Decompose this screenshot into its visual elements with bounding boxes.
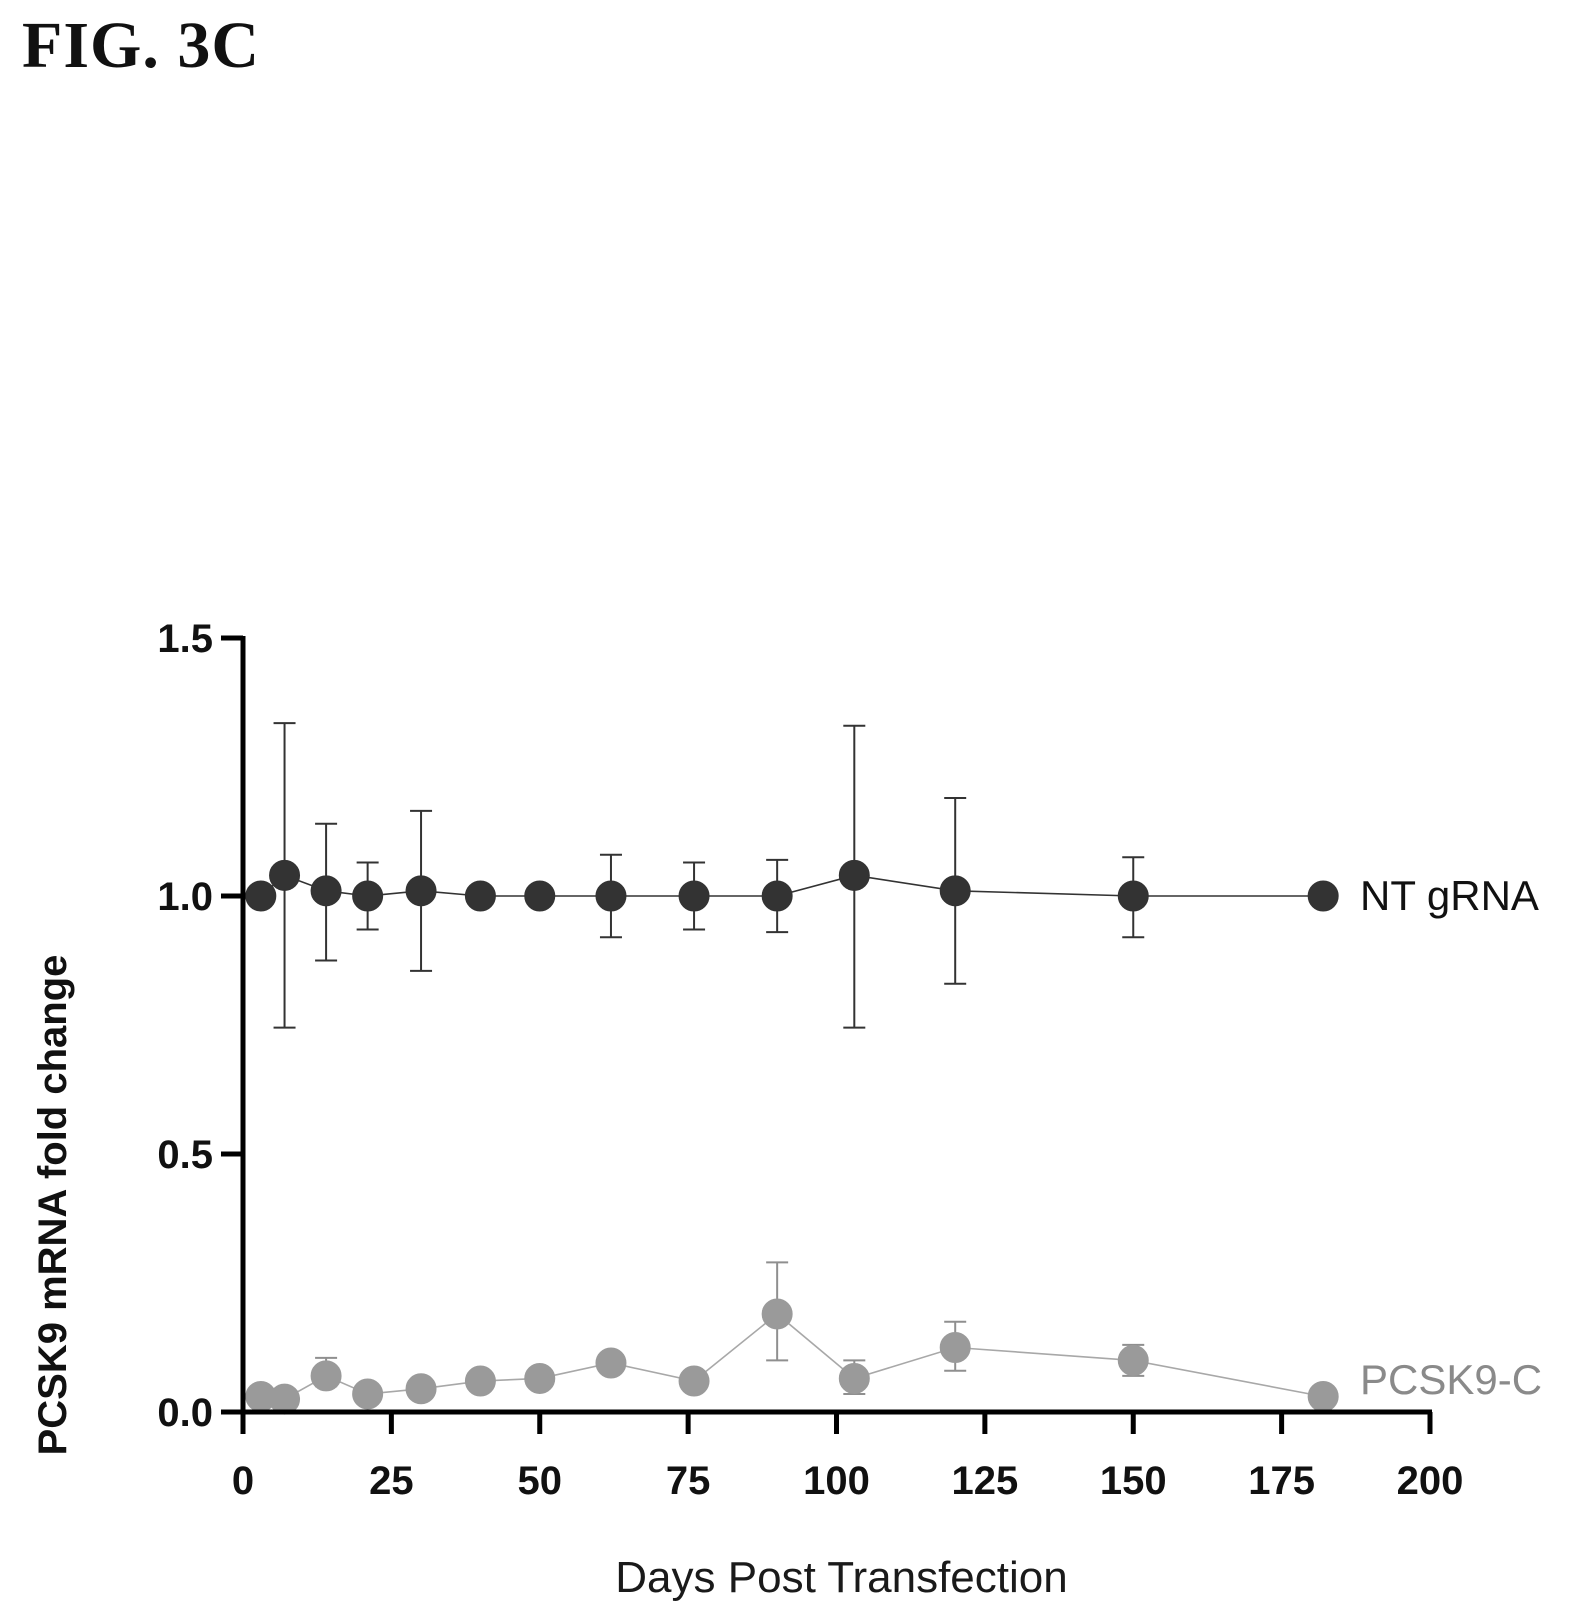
data-point-pcsk9-c bbox=[939, 1332, 971, 1363]
data-point-nt-grna bbox=[1117, 880, 1149, 912]
data-point-nt-grna bbox=[269, 859, 301, 891]
data-point-pcsk9-c bbox=[310, 1360, 342, 1392]
y-tick-label: 1.5 bbox=[157, 617, 213, 661]
x-tick-label: 150 bbox=[1100, 1459, 1167, 1503]
data-point-nt-grna bbox=[678, 880, 710, 912]
x-tick-label: 100 bbox=[803, 1459, 870, 1503]
series-label-pcsk9-c: PCSK9-C bbox=[1360, 1356, 1542, 1403]
data-point-pcsk9-c bbox=[678, 1365, 710, 1397]
data-point-nt-grna bbox=[352, 880, 384, 912]
data-point-pcsk9-c bbox=[838, 1362, 870, 1394]
x-tick-label: 0 bbox=[232, 1459, 254, 1503]
data-point-nt-grna bbox=[1307, 880, 1339, 912]
data-point-nt-grna bbox=[310, 875, 342, 907]
axes-layer bbox=[221, 635, 1433, 1434]
series-label-nt-grna: NT gRNA bbox=[1360, 872, 1539, 919]
data-point-pcsk9-c bbox=[352, 1378, 384, 1410]
data-point-pcsk9-c bbox=[524, 1362, 556, 1394]
x-tick-label: 175 bbox=[1248, 1459, 1315, 1503]
markers-layer bbox=[245, 859, 1339, 1415]
data-point-nt-grna bbox=[524, 880, 556, 912]
data-point-pcsk9-c bbox=[761, 1298, 793, 1330]
y-tick-label: 0.5 bbox=[157, 1133, 213, 1177]
data-point-nt-grna bbox=[464, 880, 496, 912]
x-tick-label: 75 bbox=[666, 1459, 711, 1503]
data-point-pcsk9-c bbox=[405, 1373, 437, 1405]
data-point-nt-grna bbox=[761, 880, 793, 912]
data-point-pcsk9-c bbox=[595, 1347, 627, 1379]
y-tick-label: 1.0 bbox=[157, 875, 213, 919]
data-point-nt-grna bbox=[939, 875, 971, 907]
x-axis-title: Days Post Transfection bbox=[615, 1553, 1067, 1602]
figure-label: FIG. 3C bbox=[22, 9, 260, 82]
data-point-nt-grna bbox=[245, 880, 277, 912]
data-point-pcsk9-c bbox=[1307, 1381, 1339, 1413]
tick-labels-layer: 0.0 0.5 1.0 1.5 0 25 50 75 100 125 150 175 200 bbox=[157, 617, 1463, 1503]
x-tick-label: 50 bbox=[518, 1459, 563, 1503]
data-point-nt-grna bbox=[838, 859, 870, 891]
x-tick-label: 25 bbox=[369, 1459, 414, 1503]
data-point-pcsk9-c bbox=[1117, 1344, 1149, 1376]
data-point-nt-grna bbox=[595, 880, 627, 912]
y-tick-label: 0.0 bbox=[157, 1391, 213, 1435]
error-bars-layer bbox=[273, 722, 1145, 1395]
x-tick-label: 200 bbox=[1397, 1459, 1464, 1503]
data-point-pcsk9-c bbox=[464, 1365, 496, 1397]
y-axis-title: PCSK9 mRNA fold change bbox=[31, 955, 75, 1456]
x-tick-label: 125 bbox=[952, 1459, 1019, 1503]
data-point-nt-grna bbox=[405, 875, 437, 907]
